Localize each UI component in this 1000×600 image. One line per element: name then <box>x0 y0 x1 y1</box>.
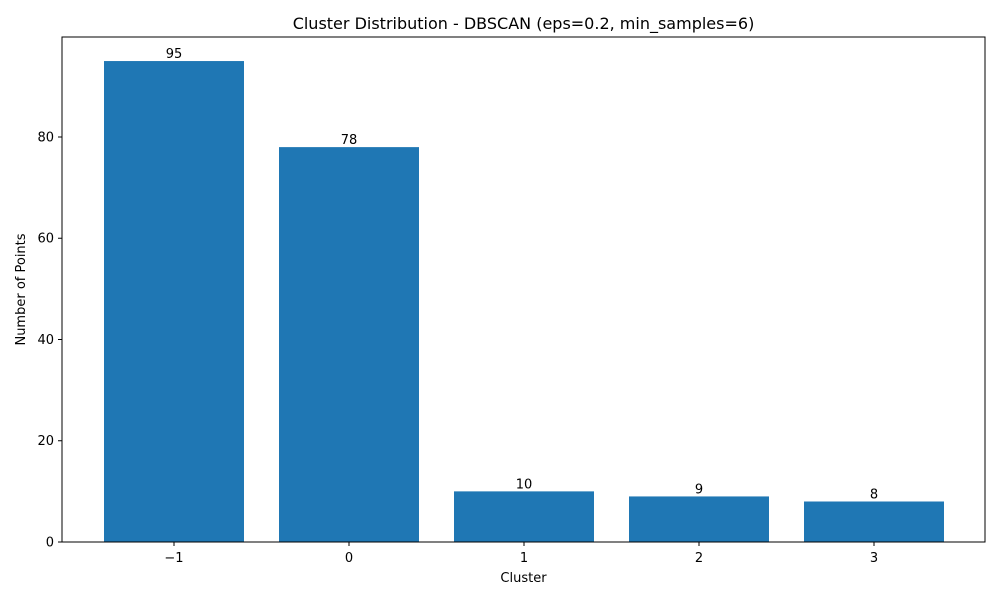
x-tick-label: 2 <box>695 551 703 566</box>
bar <box>104 61 244 543</box>
x-tick-label: −1 <box>164 551 183 566</box>
y-axis-label: Number of Points <box>14 233 29 345</box>
y-tick-label: 0 <box>46 536 54 551</box>
x-tick-label: 1 <box>520 551 528 566</box>
x-axis-label: Cluster <box>500 571 547 586</box>
bar <box>279 147 419 542</box>
y-tick-label: 80 <box>37 130 54 145</box>
x-axis: −1 0 1 2 3 <box>164 542 878 566</box>
data-label: 10 <box>516 477 533 492</box>
bars-group <box>104 61 944 543</box>
x-tick-label: 0 <box>345 551 353 566</box>
x-tick-label: 3 <box>870 551 878 566</box>
y-tick-label: 60 <box>37 232 54 247</box>
data-label: 8 <box>870 487 878 502</box>
data-labels-group: 95 78 10 9 8 <box>166 47 878 502</box>
plot-frame <box>61 36 986 543</box>
data-label: 9 <box>695 482 703 497</box>
bar <box>629 496 769 542</box>
bar <box>454 491 594 542</box>
data-label: 95 <box>166 47 183 62</box>
bar <box>804 501 944 542</box>
y-tick-label: 20 <box>37 434 54 449</box>
y-axis: 0 20 40 60 80 <box>37 130 62 551</box>
data-label: 78 <box>341 133 358 148</box>
chart-title: Cluster Distribution - DBSCAN (eps=0.2, … <box>293 14 755 34</box>
y-tick-label: 40 <box>37 333 54 348</box>
